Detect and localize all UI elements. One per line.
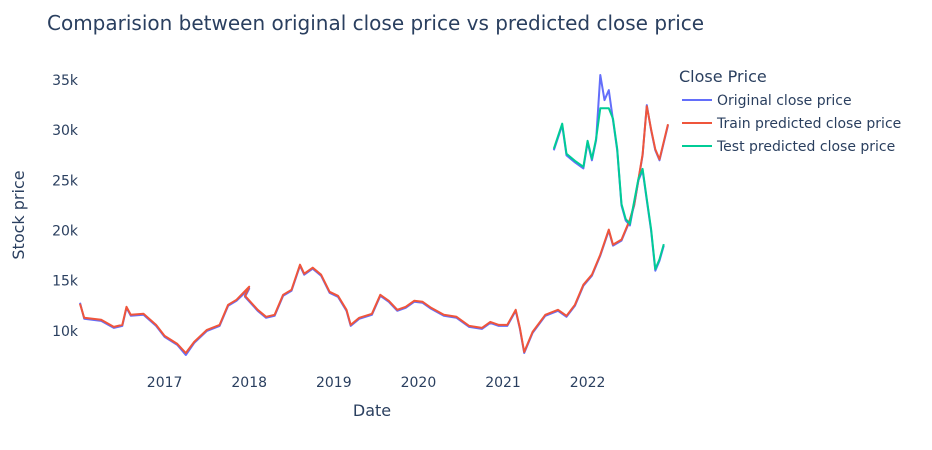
legend-item[interactable]: Train predicted close price — [682, 116, 901, 132]
y-tick-label: 10k — [52, 324, 79, 340]
legend-label: Test predicted close price — [716, 139, 895, 155]
y-tick-label: 25k — [52, 173, 79, 189]
x-tick-label: 2017 — [147, 375, 183, 391]
legend-item[interactable]: Test predicted close price — [682, 139, 895, 155]
legend-label: Train predicted close price — [716, 116, 901, 132]
x-tick-label: 2021 — [485, 375, 521, 391]
series-original-close-price — [79, 104, 669, 356]
legend-title: Close Price — [679, 67, 767, 86]
x-axis: 2017 2018 2019 2020 2021 2022 — [147, 375, 606, 391]
x-tick-label: 2022 — [570, 375, 606, 391]
series-test-predicted-close-price — [552, 107, 665, 271]
y-tick-label: 35k — [52, 73, 79, 89]
y-tick-label: 15k — [52, 274, 79, 290]
y-tick-label: 20k — [52, 224, 79, 240]
plot-area — [79, 74, 669, 356]
legend-item[interactable]: Original close price — [682, 93, 852, 109]
series-train-predicted-close-price — [79, 105, 669, 354]
y-axis-title: Stock price — [9, 170, 28, 259]
x-tick-label: 2020 — [401, 375, 437, 391]
legend-label: Original close price — [717, 93, 852, 109]
x-axis-title: Date — [353, 401, 391, 420]
chart-title: Comparision between original close price… — [47, 11, 704, 35]
x-tick-label: 2019 — [316, 375, 352, 391]
y-tick-label: 30k — [52, 123, 79, 139]
legend[interactable]: Close Price Original close price Train pr… — [679, 67, 901, 155]
y-axis: 10k 15k 20k 25k 30k 35k — [52, 73, 79, 340]
x-tick-label: 2018 — [231, 375, 267, 391]
